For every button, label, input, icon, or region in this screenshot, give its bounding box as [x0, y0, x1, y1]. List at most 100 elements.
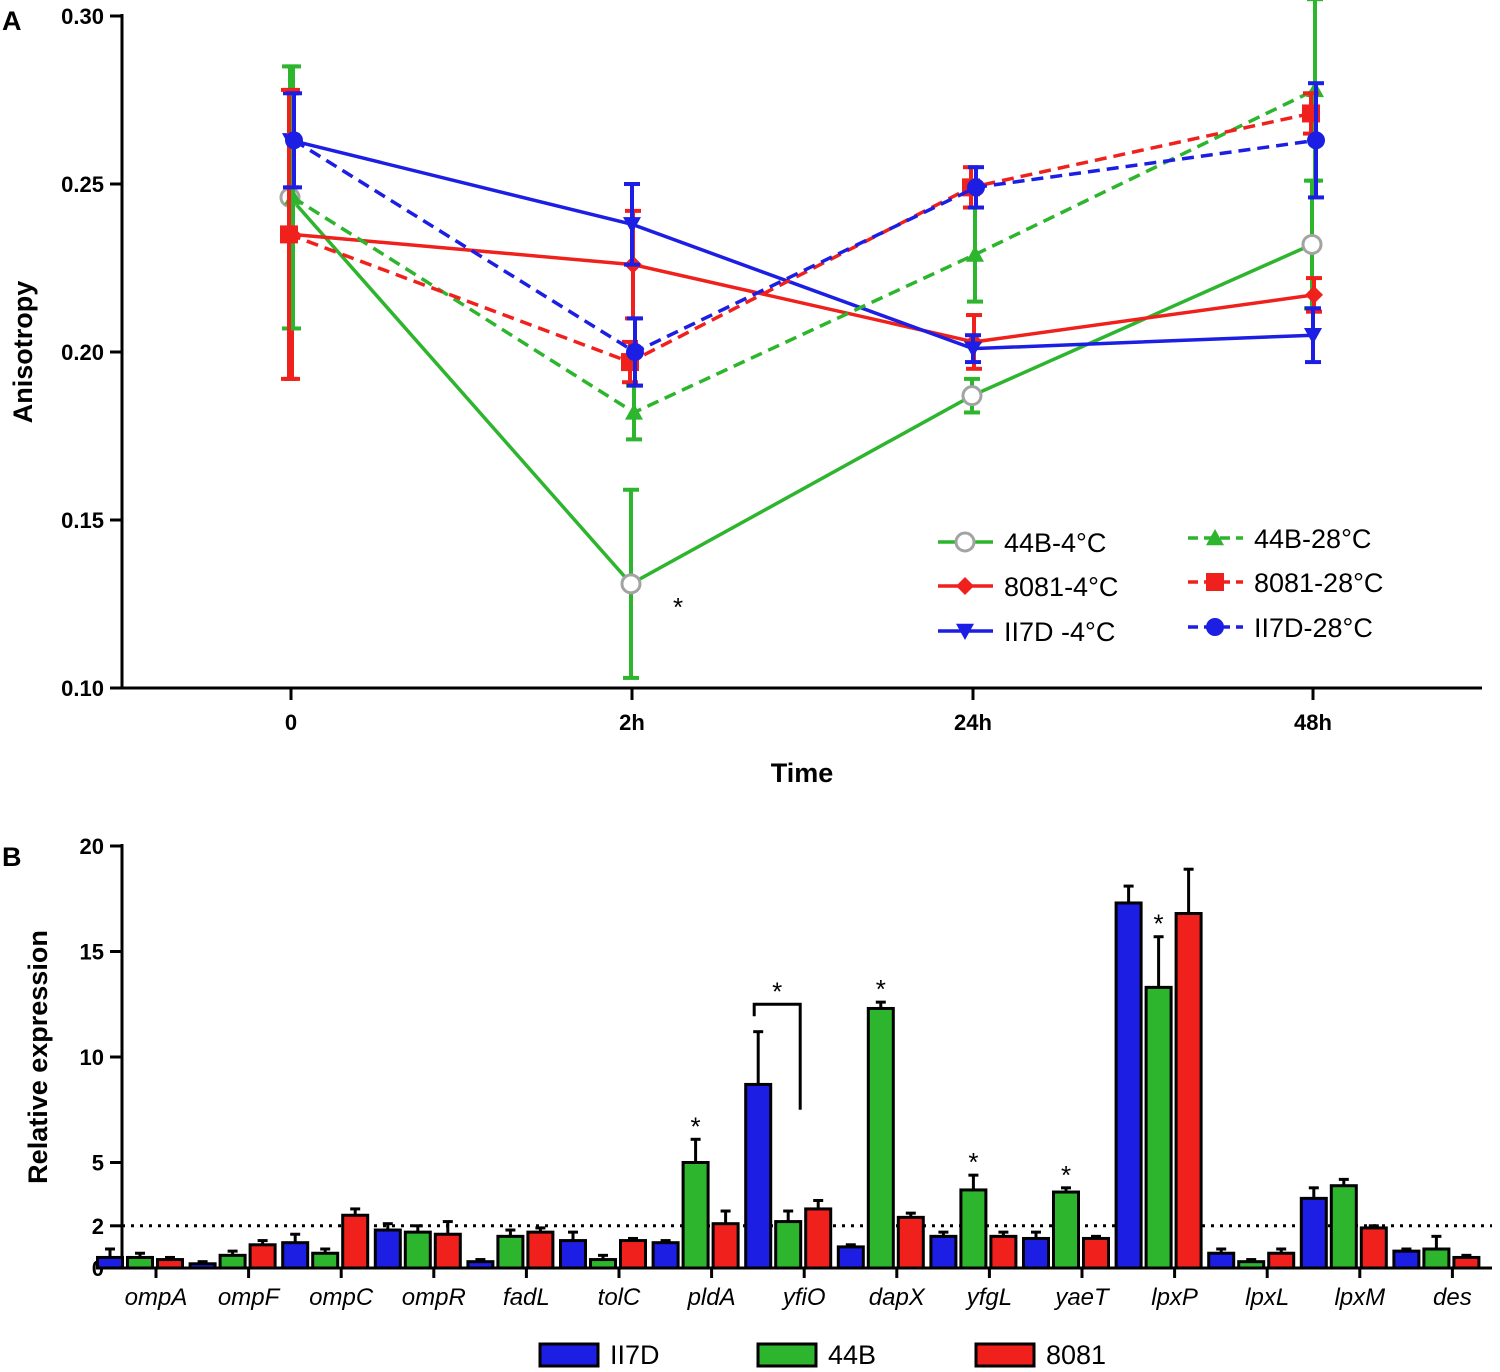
bar: [96, 1255, 124, 1270]
bar: [1299, 1196, 1328, 1270]
x-tick-label: fadL: [503, 1284, 550, 1311]
significance-star: *: [772, 976, 782, 1006]
significance-star: *: [876, 974, 886, 1004]
data-point: [285, 131, 303, 150]
bar: [929, 1234, 958, 1270]
bar-group-yaeT: [1022, 1186, 1110, 1270]
data-point: [967, 178, 985, 197]
bar: [774, 1220, 803, 1270]
bar: [1207, 1251, 1236, 1270]
y-tick-label: 20: [80, 834, 104, 859]
series-line: [290, 138, 1314, 351]
bar: [1052, 1190, 1080, 1270]
x-tick-label: yaeT: [1053, 1284, 1111, 1311]
x-tick-label: 2h: [619, 710, 645, 735]
series-8081-4-c: [283, 87, 1323, 381]
y-tick-label: 5: [92, 1151, 104, 1176]
bar: [126, 1255, 154, 1270]
legend-label: 44B-4°C: [1004, 528, 1106, 558]
bar-group-ompF: [188, 1239, 277, 1270]
bar: [711, 1222, 740, 1270]
bar: [156, 1258, 184, 1270]
series-8081-28-c: [280, 87, 1320, 385]
legend-swatch: [538, 1342, 600, 1368]
bar-group-dapX: [836, 1000, 925, 1270]
y-tick-label: 0.25: [61, 172, 104, 197]
y-axis-title: Anisotropy: [8, 281, 38, 424]
bar: [589, 1258, 617, 1270]
x-tick-label: ompC: [309, 1284, 374, 1311]
panel-b-label: B: [2, 842, 22, 872]
x-tick-label: lpxL: [1245, 1284, 1289, 1311]
y-tick-label: 2: [92, 1214, 104, 1239]
legend-marker: [1206, 573, 1224, 591]
data-point: [625, 403, 643, 420]
anisotropy-line-chart: 0.10 0.15 0.20 0.25 0.30 0 2h 24h 48h Time Anisotr…: [8, 0, 1482, 788]
bar: [1174, 912, 1203, 1270]
bar-group-ompR: [373, 1220, 462, 1270]
bar: [341, 1213, 370, 1270]
bar-group-lpxL: [1207, 1247, 1296, 1270]
series-line: [291, 232, 1315, 344]
x-tick-label: ompF: [218, 1284, 281, 1311]
y-axis-title: Relative expression: [23, 930, 53, 1184]
bar: [1267, 1251, 1296, 1270]
significance-star: *: [691, 1111, 701, 1141]
legend-marker: [1206, 618, 1224, 636]
bar-group-yfiO: [744, 1030, 833, 1270]
legend-label: 44B: [828, 1340, 876, 1370]
bar: [433, 1232, 462, 1270]
data-point: [1305, 285, 1323, 304]
x-tick-label: 24h: [954, 710, 992, 735]
y-tick-label: 0.20: [61, 340, 104, 365]
bar-group-fadL: [466, 1226, 555, 1270]
significance-star: *: [968, 1147, 978, 1177]
y-tick-label: 0.30: [61, 4, 104, 29]
bar-group-lpxP: [1114, 867, 1203, 1270]
bar: [1082, 1236, 1110, 1270]
bar: [559, 1239, 587, 1270]
bar: [1422, 1247, 1451, 1270]
bar: [744, 1082, 773, 1270]
legend-marker: [1206, 529, 1224, 546]
series-44b-28-c: [284, 0, 1324, 442]
series-line: [288, 111, 1312, 364]
bar: [1237, 1260, 1266, 1270]
legend-label: 44B-28°C: [1254, 524, 1371, 554]
y-tick-label: 15: [80, 940, 104, 965]
legend: 44B-4°C 8081-4°C II7D -4°C 44B-28°C 8081-28°…: [938, 524, 1383, 647]
bar: [1359, 1226, 1388, 1270]
x-tick-label: dapX: [869, 1284, 926, 1311]
bar: [218, 1253, 247, 1270]
x-tick-label: des: [1433, 1284, 1472, 1311]
legend-label: 8081: [1046, 1340, 1106, 1370]
bar: [804, 1207, 833, 1270]
x-tick-label: ompA: [125, 1284, 188, 1311]
bar: [1392, 1249, 1421, 1270]
data-point: [1301, 233, 1323, 255]
legend: II7D 44B 8081: [538, 1340, 1106, 1370]
data-point: [961, 385, 983, 407]
x-tick-label: ompR: [402, 1284, 466, 1311]
bar: [281, 1241, 310, 1270]
y-tick-label: 0.15: [61, 508, 104, 533]
legend-label: II7D: [610, 1340, 660, 1370]
bar: [989, 1234, 1018, 1270]
bar: [619, 1239, 647, 1270]
series-line: [288, 196, 1313, 587]
series-44b-4-c: [279, 64, 1323, 680]
bar: [1114, 901, 1143, 1270]
bar: [836, 1245, 865, 1270]
bar-group-pldA: [651, 1137, 740, 1270]
series-line: [293, 138, 1317, 354]
series-ii7d-4-c: [282, 91, 1322, 365]
bar-group-des: [1392, 1234, 1481, 1270]
y-tick-label: 10: [80, 1045, 104, 1070]
significance-star: *: [673, 592, 683, 622]
data-point: [964, 341, 982, 358]
bar-group-tolC: [559, 1230, 647, 1270]
legend-marker: [956, 623, 974, 640]
series-line: [292, 88, 1316, 415]
bar: [1144, 985, 1173, 1270]
